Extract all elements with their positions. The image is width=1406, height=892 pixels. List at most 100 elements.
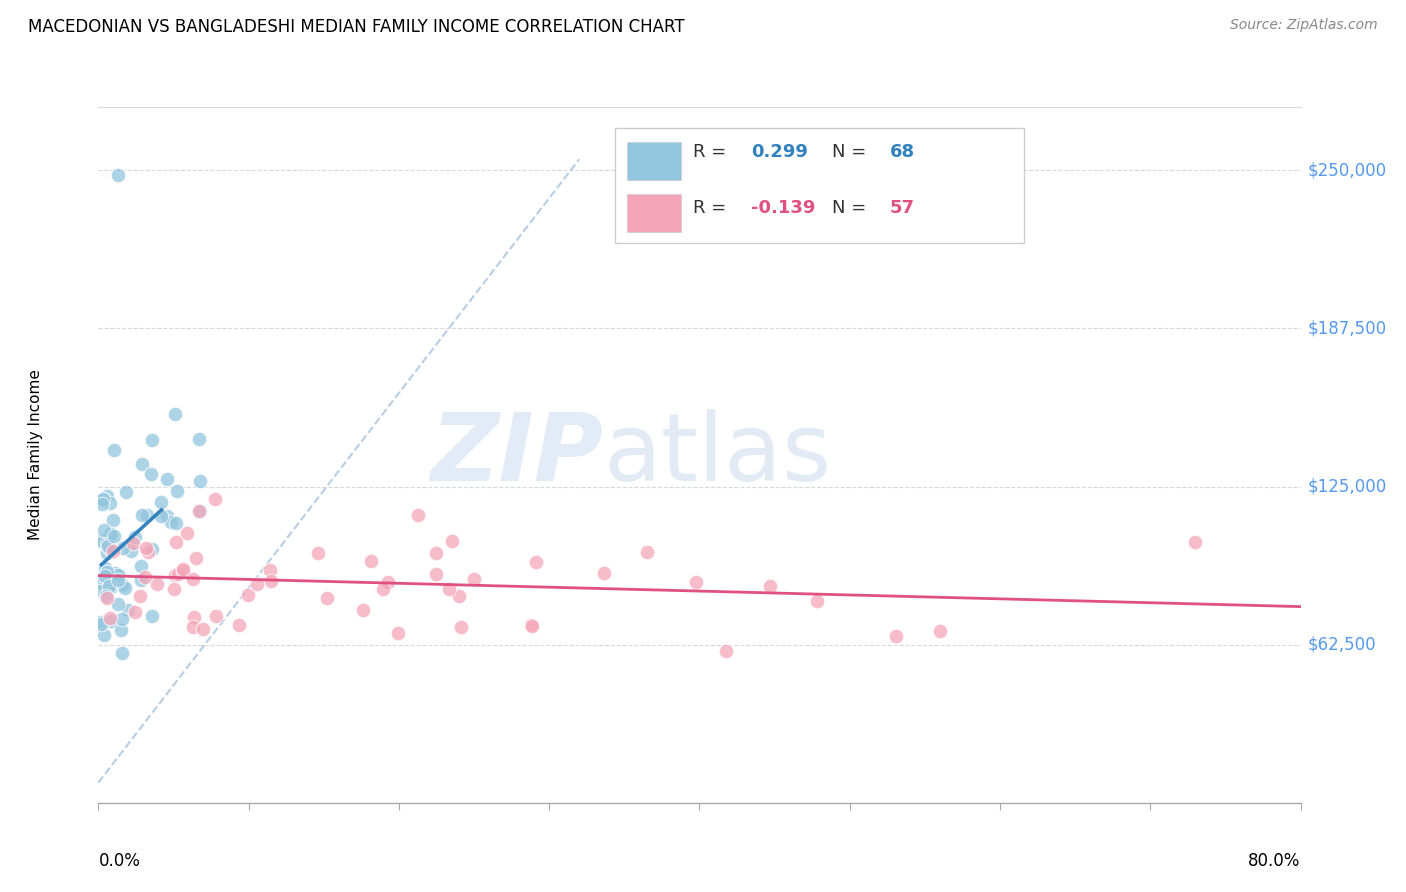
Text: MACEDONIAN VS BANGLADESHI MEDIAN FAMILY INCOME CORRELATION CHART: MACEDONIAN VS BANGLADESHI MEDIAN FAMILY … (28, 18, 685, 36)
Point (124, 605, 146, 619)
Text: atlas: atlas (603, 409, 831, 501)
Point (463, 572, 485, 586)
Point (103, 443, 125, 458)
Point (98, 527, 121, 541)
Point (377, 575, 399, 590)
Point (100, 527, 122, 541)
Point (884, 629, 907, 643)
Point (120, 544, 142, 558)
Point (112, 578, 135, 592)
Point (149, 495, 172, 509)
Point (259, 563, 281, 577)
Point (163, 568, 186, 582)
Point (307, 546, 329, 560)
Point (98, 579, 121, 593)
Point (593, 566, 616, 580)
Point (714, 643, 737, 657)
Point (97, 539, 120, 553)
Point (204, 609, 226, 624)
Point (94, 569, 117, 583)
Point (167, 566, 190, 581)
Text: Median Family Income: Median Family Income (28, 369, 42, 541)
FancyBboxPatch shape (616, 128, 1024, 243)
Point (187, 433, 209, 447)
Point (101, 569, 124, 583)
Point (93, 524, 115, 538)
Point (90, 533, 112, 547)
Point (111, 541, 134, 555)
Point (929, 624, 952, 638)
Point (406, 508, 429, 522)
Point (360, 554, 382, 568)
Point (98, 542, 121, 557)
Point (96, 591, 118, 605)
Point (806, 593, 828, 607)
Point (447, 590, 470, 604)
Text: N =: N = (832, 144, 872, 161)
Point (110, 646, 132, 660)
Point (685, 574, 707, 589)
Text: 68: 68 (890, 144, 914, 161)
Point (96, 546, 118, 560)
Point (98, 573, 121, 587)
Point (110, 623, 132, 637)
Point (165, 534, 187, 549)
Point (104, 566, 127, 581)
Point (91, 491, 114, 506)
Point (107, 598, 129, 612)
Text: $62,500: $62,500 (1308, 636, 1376, 654)
Point (91, 535, 114, 549)
Point (146, 576, 169, 591)
Text: 80.0%: 80.0% (1249, 852, 1301, 870)
Text: ZIP: ZIP (430, 409, 603, 501)
Point (181, 572, 204, 586)
Point (117, 603, 139, 617)
Point (759, 579, 782, 593)
Point (111, 612, 134, 626)
Point (524, 555, 547, 569)
Point (387, 626, 409, 640)
Point (183, 620, 205, 634)
Point (204, 491, 226, 506)
Text: R =: R = (693, 144, 733, 161)
Point (90, 574, 112, 589)
Point (107, 568, 129, 582)
Point (187, 504, 209, 518)
Point (371, 582, 394, 596)
Point (172, 564, 194, 578)
Point (439, 582, 461, 597)
Point (128, 589, 150, 603)
Point (520, 619, 543, 633)
Point (91, 497, 114, 511)
Point (425, 566, 447, 581)
Text: 0.0%: 0.0% (98, 852, 141, 870)
Point (103, 529, 125, 543)
Point (96, 589, 118, 603)
Point (100, 614, 122, 628)
Text: 57: 57 (890, 199, 914, 217)
Point (141, 608, 163, 623)
Point (141, 433, 163, 447)
Point (236, 588, 259, 602)
Point (114, 581, 136, 595)
Point (1184, 535, 1206, 549)
Point (107, 169, 129, 183)
Point (101, 513, 124, 527)
Point (98, 496, 121, 510)
Bar (627, 142, 682, 180)
Point (90, 584, 112, 599)
Bar (627, 194, 682, 232)
Point (93, 561, 115, 575)
Text: $250,000: $250,000 (1308, 161, 1386, 179)
Point (129, 573, 152, 587)
Point (135, 541, 157, 556)
Point (91, 492, 114, 507)
Point (135, 508, 157, 522)
Point (315, 591, 337, 605)
Point (131, 457, 153, 471)
Text: Source: ZipAtlas.com: Source: ZipAtlas.com (1230, 18, 1378, 32)
Point (425, 546, 447, 560)
Point (96, 489, 118, 503)
Point (246, 577, 269, 591)
Point (183, 609, 205, 624)
